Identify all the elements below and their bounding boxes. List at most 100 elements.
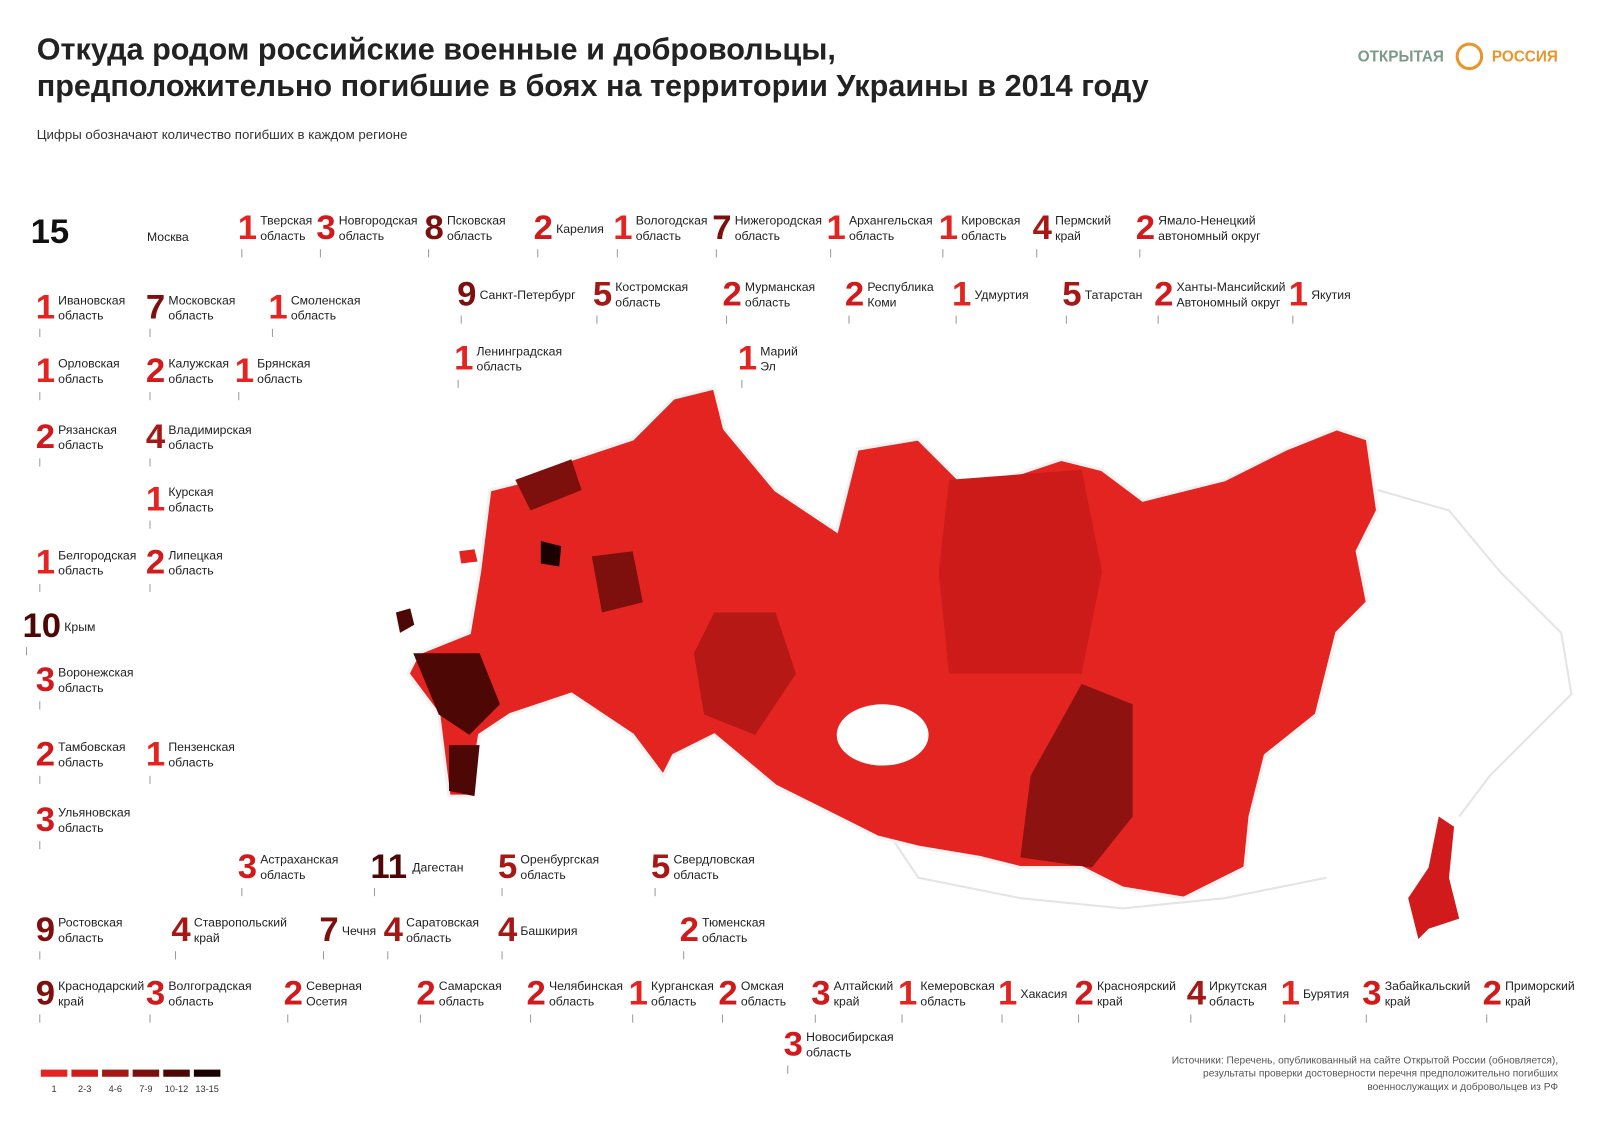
region-name: область (58, 821, 103, 835)
region-count: 7 (319, 911, 338, 949)
crimea (395, 608, 415, 633)
region-name: край (1055, 229, 1081, 243)
region-name: область (260, 868, 305, 882)
region-name: Хакасия (1020, 987, 1067, 1001)
region-count: 3 (36, 661, 55, 699)
region-name: область (58, 438, 103, 452)
region-name: Башкирия (520, 924, 577, 938)
region-name: область (849, 229, 894, 243)
dark-region (515, 459, 582, 511)
region-count: 8 (424, 209, 443, 247)
title-line: предположительно погибшие в боях на терр… (37, 69, 1149, 103)
region-name: Москва (147, 230, 189, 244)
far-east (1408, 816, 1460, 939)
region-count: 1 (1289, 275, 1308, 313)
region-name: Новгородская (339, 214, 418, 228)
region-name: Иркутская (1209, 979, 1267, 993)
region-count: 2 (534, 209, 553, 247)
region-name: Смоленская (291, 293, 361, 307)
region-name: Белгородская (58, 548, 136, 562)
title-line: Откуда родом российские военные и добров… (37, 32, 836, 66)
region-name: область (168, 564, 213, 578)
region-name: Якутия (1311, 288, 1351, 302)
region-count: 3 (238, 848, 257, 886)
region-name: край (1097, 994, 1123, 1008)
region-count: 1 (738, 340, 757, 378)
region-name: Забайкальский (1385, 979, 1471, 993)
region-name: область (447, 229, 492, 243)
region-name: область (702, 931, 747, 945)
region-name: Ставропольский (194, 916, 287, 930)
legend-swatch (132, 1069, 160, 1077)
region-name: Приморский (1505, 979, 1575, 993)
region-name: область (615, 295, 660, 309)
region-count: 1 (898, 974, 917, 1012)
region-name: область (257, 372, 302, 386)
region-count: 1 (235, 352, 254, 390)
region-count: 7 (712, 209, 731, 247)
region-name: область (406, 931, 451, 945)
region-name: Ивановская (58, 293, 125, 307)
region-name: Пермский (1055, 214, 1111, 228)
region-count: 2 (1074, 974, 1093, 1012)
region-name: Мурманская (745, 280, 815, 294)
region-count: 2 (722, 275, 741, 313)
region-count: 2 (1136, 209, 1155, 247)
region-count: 4 (1033, 209, 1053, 247)
region-name: край (58, 994, 84, 1008)
logo-left: ОТКРЫТАЯ (1358, 48, 1444, 65)
region-name: Курская (168, 485, 213, 499)
subtitle: Цифры обозначают количество погибших в к… (37, 127, 408, 142)
dark-region (448, 745, 480, 797)
region-count: 1 (146, 736, 165, 774)
region-count: 3 (811, 974, 830, 1012)
region-name: Дагестан (412, 861, 463, 875)
region-count: 2 (146, 352, 165, 390)
region-name: Ленинградская (477, 344, 563, 358)
region-name: область (920, 994, 965, 1008)
legend-label: 7-9 (139, 1084, 152, 1094)
region-name: Волгоградская (168, 979, 251, 993)
region-count: 2 (718, 974, 737, 1012)
region-name: Саратовская (406, 916, 479, 930)
region-count: 2 (527, 974, 546, 1012)
region-count: 1 (146, 480, 165, 518)
region-name: Карелия (556, 222, 604, 236)
region-name: Владимирская (168, 423, 251, 437)
region-name: Воронежская (58, 666, 133, 680)
region-count: 4 (171, 911, 191, 949)
region-name: Осетия (306, 994, 347, 1008)
region-count: 1 (36, 352, 55, 390)
region-count: 1 (952, 275, 971, 313)
region-count: 1 (36, 289, 55, 327)
region-count: 10 (22, 607, 61, 645)
region-count: 2 (1154, 275, 1173, 313)
region-name: Кемеровская (920, 979, 994, 993)
region-name: область (735, 229, 780, 243)
region-count: 9 (36, 974, 55, 1012)
region-count: 5 (593, 275, 612, 313)
kaliningrad (459, 549, 478, 564)
region-name: Калужская (168, 357, 229, 371)
legend-swatch (71, 1069, 98, 1077)
region-name: область (745, 295, 790, 309)
region-name: Северная (306, 979, 362, 993)
legend-label: 10-12 (165, 1084, 188, 1094)
source-line: Источники: Перечень, опубликованный на с… (1172, 1054, 1558, 1066)
region-name: Татарстан (1085, 288, 1143, 302)
region-count: 3 (784, 1025, 803, 1063)
legend-swatch (102, 1069, 129, 1077)
region-name: Марий (760, 344, 798, 358)
region-count: 2 (146, 544, 165, 582)
region-count: 7 (146, 289, 165, 327)
region-count: 3 (1362, 974, 1381, 1012)
region-name: область (741, 994, 786, 1008)
region-name: Ханты-Мансийский (1177, 280, 1286, 294)
region-count: 9 (457, 275, 476, 313)
region-name: Астраханская (260, 852, 338, 866)
region-count: 11 (370, 848, 407, 886)
region-name: Тверская (260, 214, 312, 228)
source-line: военнослужащих и добровольцев из РФ (1367, 1081, 1558, 1093)
